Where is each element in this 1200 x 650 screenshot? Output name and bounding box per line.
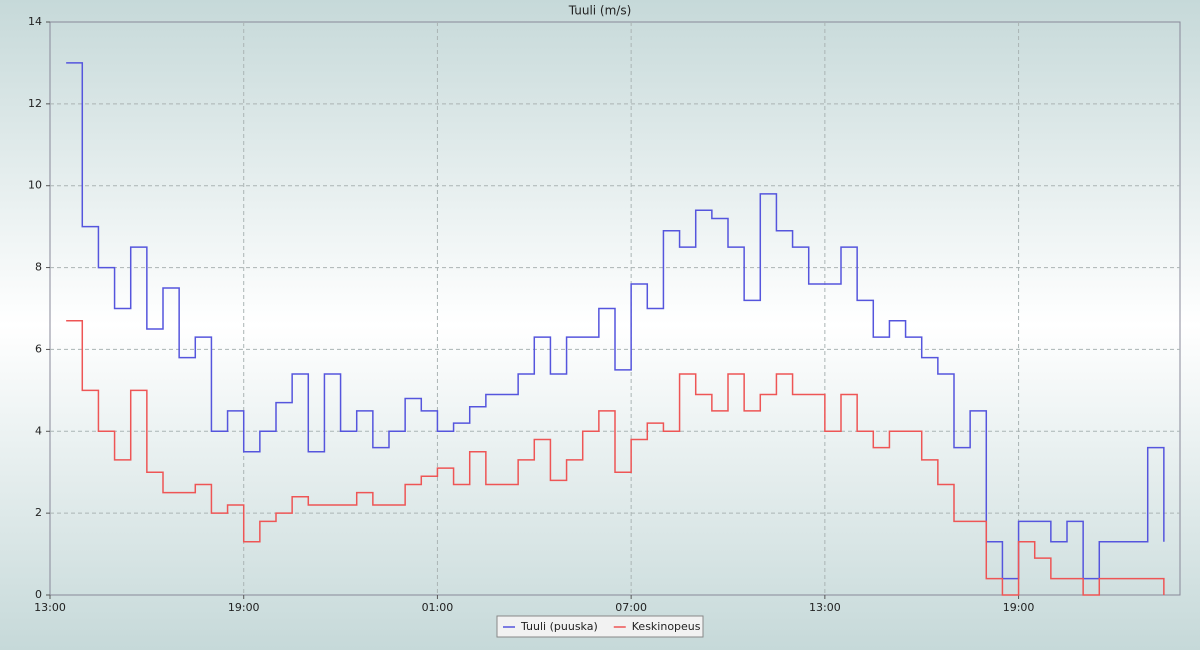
y-tick-label: 0 <box>35 588 42 601</box>
y-tick-label: 12 <box>28 97 42 110</box>
chart-title: Tuuli (m/s) <box>568 4 632 18</box>
x-tick-label: 01:00 <box>422 601 454 614</box>
line-series <box>66 320 1165 596</box>
y-tick-label: 2 <box>35 506 42 519</box>
x-tick-label: 13:00 <box>809 601 841 614</box>
x-tick-label: 13:00 <box>34 601 66 614</box>
legend-label: Tuuli (puuska) <box>520 620 598 633</box>
y-tick-label: 10 <box>28 179 42 192</box>
y-tick-label: 6 <box>35 342 42 355</box>
x-tick-label: 07:00 <box>615 601 647 614</box>
legend-label: Keskinopeus <box>632 620 701 633</box>
legend: Tuuli (puuska) Keskinopeus <box>496 615 704 638</box>
x-tick-label: 19:00 <box>228 601 260 614</box>
y-tick-label: 8 <box>35 261 42 274</box>
plot-area <box>49 21 1181 596</box>
y-tick-label: 4 <box>35 424 42 437</box>
x-tick-label: 19:00 <box>1003 601 1035 614</box>
line-series <box>66 62 1165 580</box>
y-tick-label: 14 <box>28 15 42 28</box>
legend-box <box>496 615 704 638</box>
